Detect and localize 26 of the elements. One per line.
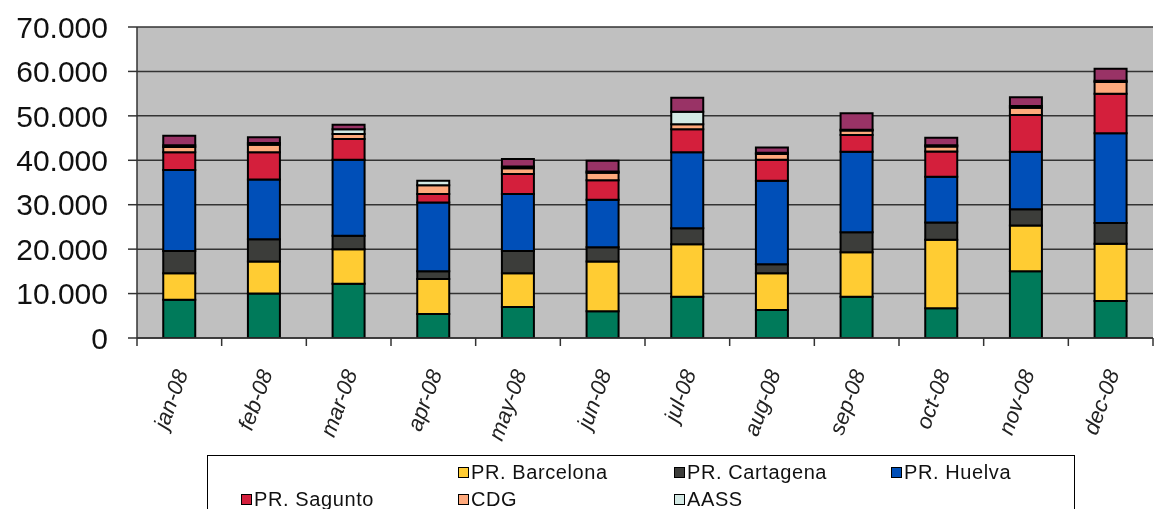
x-tick-label: feb-08 <box>232 365 278 434</box>
y-tick-label: 10.000 <box>16 277 108 311</box>
x-tick-label: nov-08 <box>993 365 1040 438</box>
legend-label: AASS <box>687 487 743 509</box>
x-tick-label: apr-08 <box>401 365 448 435</box>
y-tick-label: 40.000 <box>16 143 108 177</box>
legend-label: PR. Cartagena <box>687 460 828 484</box>
y-tick-label: 20.000 <box>16 232 108 266</box>
x-tick-label: aug-08 <box>738 365 786 440</box>
legend-label: PR. Huelva <box>904 460 1012 484</box>
legend-label: PR. Barcelona <box>471 460 608 484</box>
y-tick-label: 0 <box>91 321 108 355</box>
x-tick-label: jun-08 <box>570 365 617 435</box>
y-tick-label: 30.000 <box>16 188 108 222</box>
legend-label: PR. Sagunto <box>254 487 375 509</box>
y-tick-label: 60.000 <box>16 55 108 89</box>
x-tick-label: mar-08 <box>315 365 363 440</box>
x-tick-label: jul-08 <box>658 365 702 429</box>
legend-label: CDG <box>471 487 518 509</box>
x-tick-label: oct-08 <box>910 365 956 433</box>
x-tick-label: jan-08 <box>147 365 194 435</box>
y-tick-label: 70.000 <box>16 10 108 44</box>
x-tick-label: dec-08 <box>1077 365 1125 438</box>
y-tick-label: 50.000 <box>16 99 108 133</box>
x-tick-label: sep-08 <box>823 365 871 438</box>
x-tick-label: may-08 <box>483 365 532 444</box>
